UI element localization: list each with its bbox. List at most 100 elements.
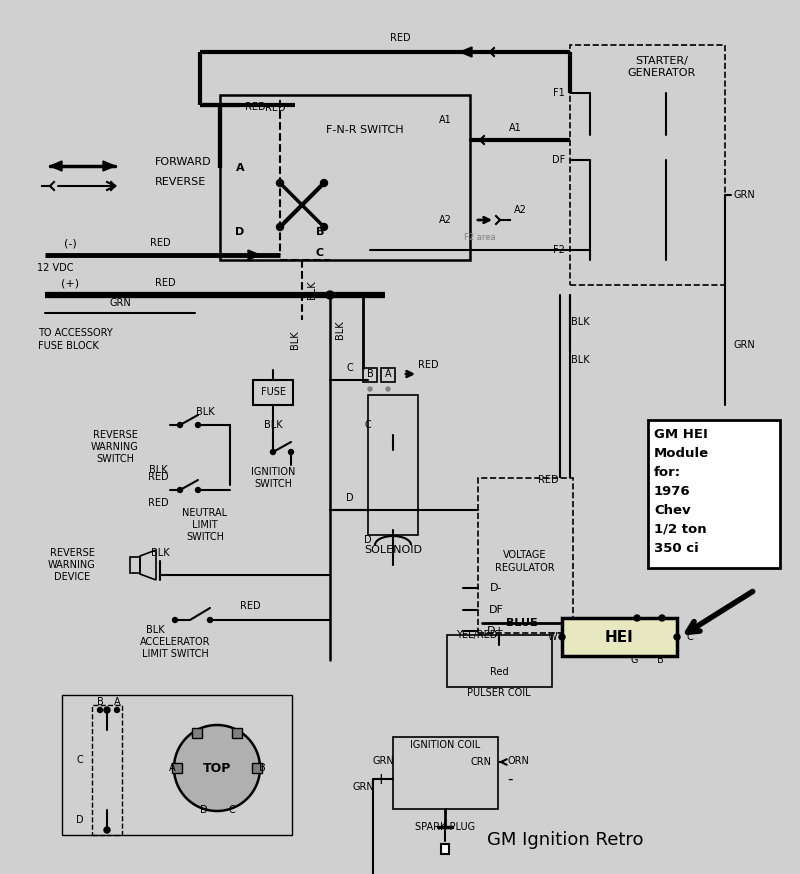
Text: BLK: BLK xyxy=(570,317,590,327)
Circle shape xyxy=(98,707,102,712)
Text: REVERSE: REVERSE xyxy=(50,548,94,558)
Text: DF: DF xyxy=(489,605,503,615)
Text: TOP: TOP xyxy=(203,761,231,774)
Text: RED: RED xyxy=(245,102,266,112)
Text: G: G xyxy=(630,655,638,665)
Bar xyxy=(232,728,242,739)
Text: B: B xyxy=(316,227,324,237)
Circle shape xyxy=(659,615,665,621)
Text: D-: D- xyxy=(490,583,502,593)
Bar xyxy=(478,478,573,633)
Text: DF: DF xyxy=(552,155,565,165)
Bar xyxy=(393,737,498,809)
Text: RED: RED xyxy=(154,278,175,288)
Bar xyxy=(562,618,677,656)
Polygon shape xyxy=(103,161,115,171)
Text: D+: D+ xyxy=(487,626,505,636)
Text: C: C xyxy=(316,248,324,258)
Text: RED: RED xyxy=(148,472,168,482)
Text: SWITCH: SWITCH xyxy=(254,479,292,489)
Text: C: C xyxy=(686,632,694,642)
Text: RED: RED xyxy=(390,33,410,43)
Text: BLK: BLK xyxy=(150,548,170,558)
Text: ORN: ORN xyxy=(507,756,529,766)
Circle shape xyxy=(326,291,334,299)
Circle shape xyxy=(178,422,182,427)
Circle shape xyxy=(559,634,565,640)
Text: SOLENOID: SOLENOID xyxy=(364,545,422,555)
Text: C: C xyxy=(229,805,235,815)
Text: BLK: BLK xyxy=(146,625,164,635)
Text: REVERSE: REVERSE xyxy=(155,177,206,187)
Bar xyxy=(570,45,725,285)
Text: A: A xyxy=(169,763,175,773)
Text: FORWARD: FORWARD xyxy=(155,157,212,167)
Text: BLK: BLK xyxy=(264,420,282,430)
Text: GM HEI
Module
for:
1976
Chev
1/2 ton
350 ci: GM HEI Module for: 1976 Chev 1/2 ton 350… xyxy=(654,428,709,555)
Text: B: B xyxy=(366,369,374,379)
Bar xyxy=(172,763,182,773)
Text: GRN: GRN xyxy=(352,782,374,792)
Text: RED: RED xyxy=(538,475,558,485)
Circle shape xyxy=(321,224,327,231)
Text: IGNITION COIL: IGNITION COIL xyxy=(410,740,480,750)
Text: C: C xyxy=(77,755,83,765)
Text: +: + xyxy=(374,772,387,787)
Text: F2: F2 xyxy=(553,245,565,255)
Bar xyxy=(381,368,395,382)
Text: A2: A2 xyxy=(514,205,526,215)
Text: RED: RED xyxy=(418,360,438,370)
Circle shape xyxy=(114,707,119,712)
Circle shape xyxy=(321,179,327,186)
Bar xyxy=(447,635,552,687)
Circle shape xyxy=(104,827,110,833)
Bar xyxy=(62,695,292,835)
Bar xyxy=(252,763,262,773)
Text: GRN: GRN xyxy=(733,190,754,200)
Text: BLUE: BLUE xyxy=(506,618,538,628)
Text: D: D xyxy=(346,493,354,503)
Text: CRN: CRN xyxy=(470,757,491,767)
Text: NEUTRAL: NEUTRAL xyxy=(182,508,227,518)
Text: WARNING: WARNING xyxy=(91,442,139,452)
Text: C: C xyxy=(346,363,354,373)
Text: STARTER/: STARTER/ xyxy=(635,56,689,66)
Text: BLK: BLK xyxy=(290,330,300,350)
Bar xyxy=(253,380,293,405)
Circle shape xyxy=(104,707,110,713)
Circle shape xyxy=(386,387,390,391)
Text: F1: F1 xyxy=(554,88,565,98)
Text: BLK: BLK xyxy=(570,355,590,365)
Text: GRN: GRN xyxy=(109,298,131,308)
Text: SWITCH: SWITCH xyxy=(186,532,224,542)
Bar xyxy=(441,844,449,854)
Bar xyxy=(130,557,140,573)
Text: VOLTAGE: VOLTAGE xyxy=(503,550,546,560)
Text: W: W xyxy=(547,632,557,642)
Circle shape xyxy=(207,618,213,622)
Text: WARNING: WARNING xyxy=(48,560,96,570)
Text: D: D xyxy=(235,227,245,237)
Bar xyxy=(92,705,122,835)
Text: (-): (-) xyxy=(64,238,76,248)
Text: A: A xyxy=(114,697,120,707)
Polygon shape xyxy=(248,250,260,260)
Text: B: B xyxy=(97,697,103,707)
Circle shape xyxy=(195,488,201,493)
Text: FUSE BLOCK: FUSE BLOCK xyxy=(38,341,98,351)
Text: GM Ignition Retro: GM Ignition Retro xyxy=(486,831,643,849)
Text: B: B xyxy=(657,655,663,665)
Text: SPARK PLUG: SPARK PLUG xyxy=(415,822,475,832)
Text: LIMIT SWITCH: LIMIT SWITCH xyxy=(142,649,208,659)
Text: RED: RED xyxy=(150,238,170,248)
Text: B: B xyxy=(258,763,266,773)
Circle shape xyxy=(173,618,178,622)
Circle shape xyxy=(277,179,283,186)
Text: A2: A2 xyxy=(438,215,451,225)
Text: A1: A1 xyxy=(438,115,451,125)
Text: REGULATOR: REGULATOR xyxy=(495,563,555,573)
Text: D: D xyxy=(76,815,84,825)
Polygon shape xyxy=(460,47,472,57)
Text: RED: RED xyxy=(240,601,260,611)
Text: 12 VDC: 12 VDC xyxy=(37,263,74,273)
